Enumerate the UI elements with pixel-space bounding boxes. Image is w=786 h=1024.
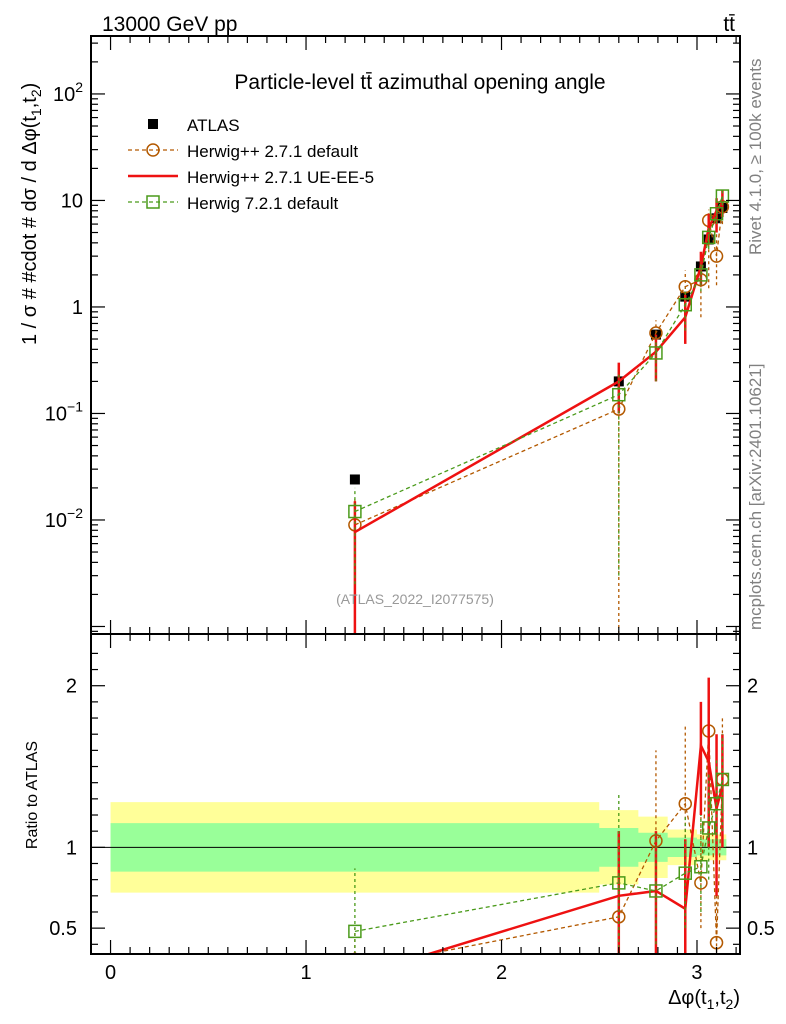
main-point-s3 <box>348 504 362 519</box>
ratio-point-s2 <box>701 821 716 835</box>
ratio-panel-data <box>348 677 730 954</box>
ratio-series-group <box>348 677 730 954</box>
header-right: tt̄ <box>723 13 735 36</box>
main-series-line-s1 <box>354 206 724 526</box>
legend-marker-atlas <box>148 119 158 129</box>
main-point-s3 <box>709 207 724 221</box>
ratio-point-s2 <box>678 866 693 880</box>
ratio-y-tick-label-right: 0.5 <box>747 918 775 940</box>
legend-label-s2: Herwig++ 2.7.1 UE-EE-5 <box>187 168 374 187</box>
ratio-y-axis-label: Ratio to ATLAS <box>24 741 41 849</box>
ratio-series-line-s0 <box>425 730 724 954</box>
legend-marker-s1 <box>146 143 160 157</box>
ratio-y-tick-label-right: 2 <box>747 676 758 698</box>
main-series-line-s3 <box>354 195 724 513</box>
ratio-y-tick-label: 1 <box>66 837 77 859</box>
chart-title: Particle-level tt̄ azimuthal opening ang… <box>234 71 605 94</box>
x-axis-label: Δφ(t1,t2) <box>668 987 740 1012</box>
main-point-s3 <box>678 297 693 312</box>
legend: ATLAS Herwig++ 2.7.1 default Herwig++ 2.7.… <box>128 116 374 213</box>
ratio-uncertainty-bands <box>91 802 740 893</box>
main-y-axis-label: 1 / σ # #cdot # dσ / d Δφ(t1,t2) <box>19 83 44 345</box>
analysis-watermark: (ATLAS_2022_I2077575) <box>336 591 494 607</box>
ratio-y-tick-label-right: 1 <box>747 837 758 859</box>
ratio-point-s2 <box>715 772 730 787</box>
rivet-version-label: Rivet 4.1.0, ≥ 100k events <box>746 59 765 255</box>
legend-label-s3: Herwig 7.2.1 default <box>187 194 338 213</box>
ratio-series-line-s1 <box>424 740 724 954</box>
ratio-point-s2 <box>694 859 708 874</box>
legend-label-s1: Herwig++ 2.7.1 default <box>187 142 358 161</box>
ratio-point-s2 <box>348 924 362 939</box>
x-tick-label: 2 <box>496 962 507 984</box>
ratio-point-s2 <box>649 884 663 898</box>
main-point-s3 <box>701 230 716 245</box>
x-tick-label: 0 <box>105 962 116 984</box>
x-tick-label: 3 <box>691 962 702 984</box>
ratio-panel-axes: 0.5 0.5 1 1 2 2 0 1 2 3 <box>49 634 775 984</box>
x-tick-label: 1 <box>300 962 311 984</box>
main-point-s3 <box>715 189 730 203</box>
legend-marker-s3 <box>146 195 160 209</box>
ratio-point-s0 <box>678 796 693 811</box>
header-left: 13000 GeV pp <box>102 13 237 36</box>
legend-label-s0: ATLAS <box>187 116 240 135</box>
main-series-line-s2 <box>354 201 724 534</box>
ratio-panel-frame <box>90 633 741 955</box>
main-point-s1 <box>709 249 724 263</box>
ratio-point-s0 <box>694 876 708 890</box>
mcplots-label: mcplots.cern.ch [arXiv:2401.10621] <box>746 364 765 630</box>
main-panel-data <box>348 188 730 634</box>
ratio-point-s2 <box>709 796 724 811</box>
main-y-tick-label: 10−2 <box>45 505 83 532</box>
main-point-s3 <box>612 387 626 402</box>
ratio-point-s2 <box>612 876 626 890</box>
main-point-s0 <box>349 474 360 485</box>
ratio-y-tick-label: 0.5 <box>49 918 77 940</box>
main-point-s3 <box>694 268 708 282</box>
main-y-tick-label: 1 <box>72 297 83 319</box>
main-point-s3 <box>649 346 663 360</box>
main-y-tick-label: 10−1 <box>45 398 83 425</box>
main-y-tick-label: 10 <box>61 190 83 212</box>
main-y-tick-label: 102 <box>53 79 83 106</box>
ratio-y-tick-label: 2 <box>66 676 77 698</box>
